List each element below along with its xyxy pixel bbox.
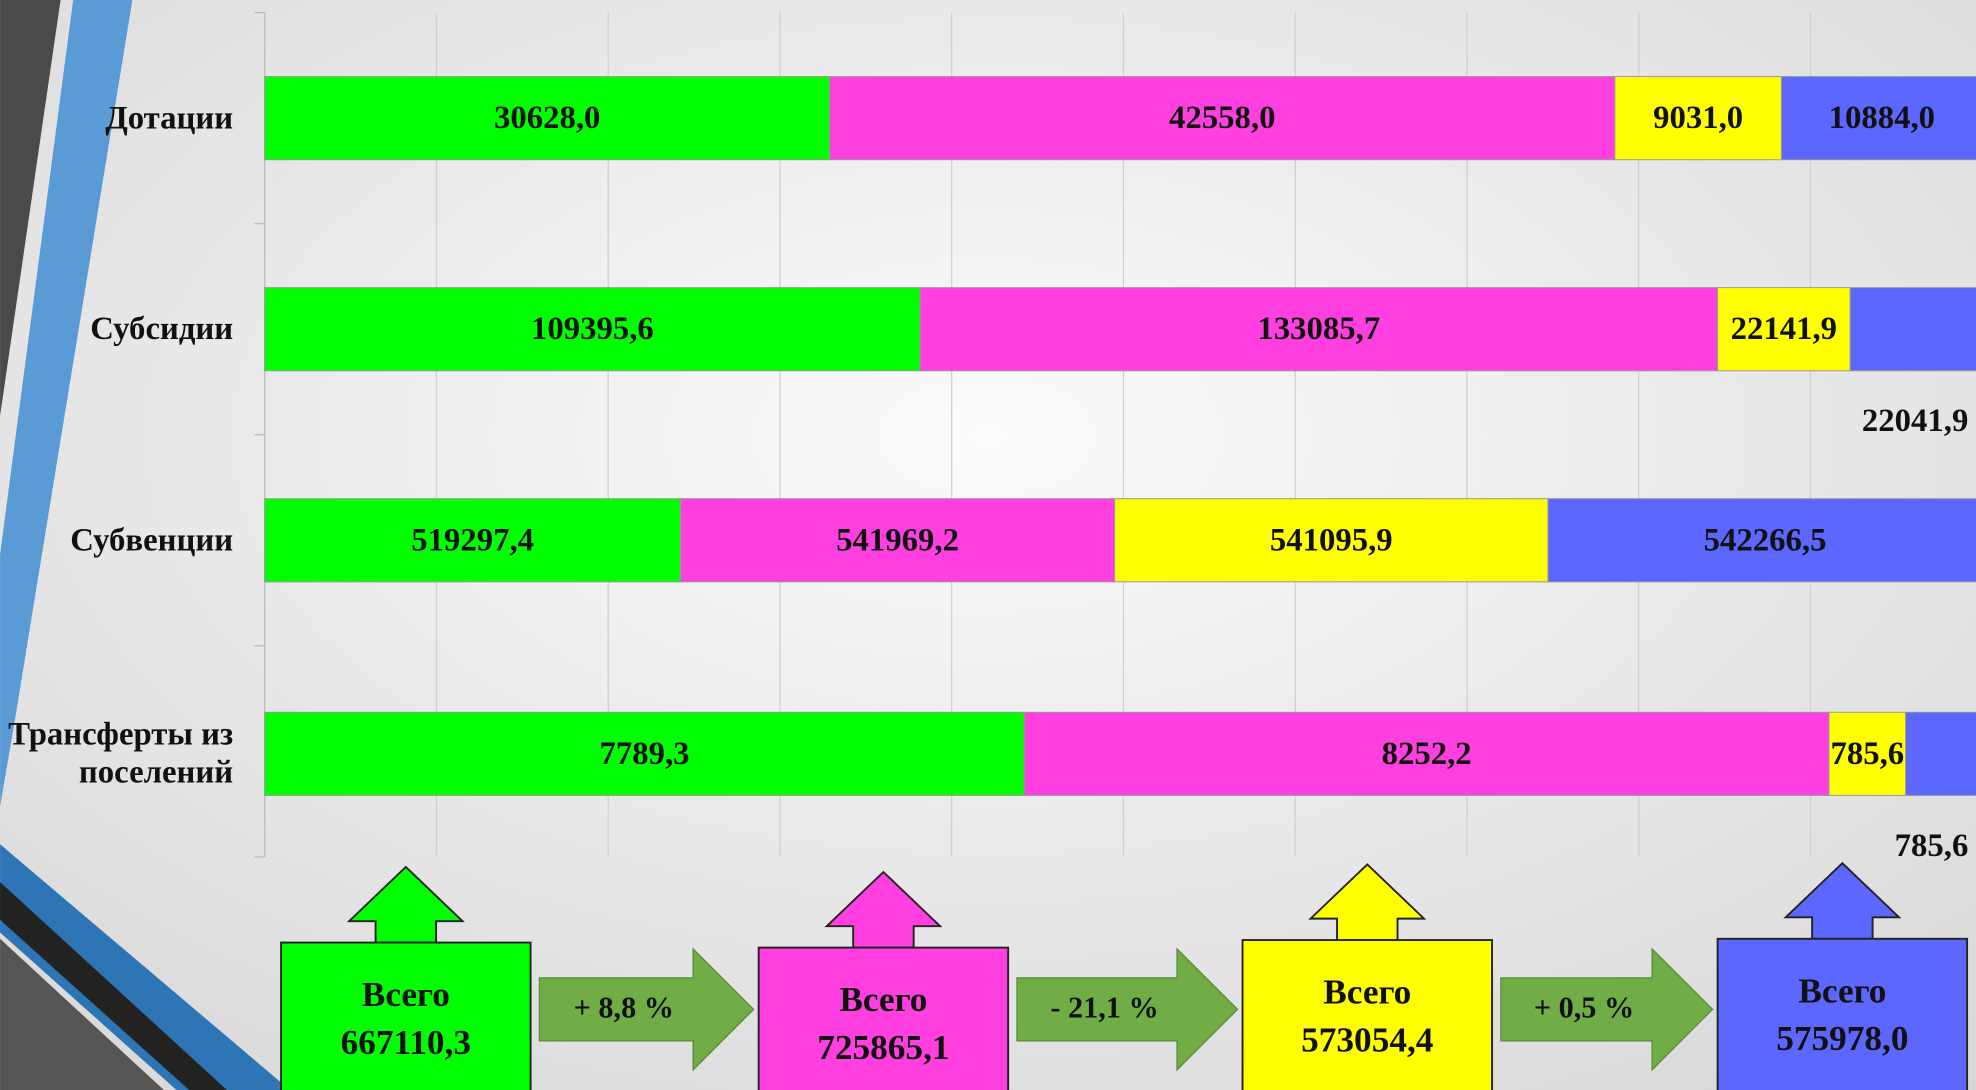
data-label: 22041,9 [1862, 403, 1968, 439]
change-label: - 21,1 % [1050, 991, 1158, 1025]
total-title: Всего [839, 980, 927, 1019]
category-label: Субвенции [70, 521, 234, 558]
change-arrow [1500, 947, 1714, 1072]
bar-segment [264, 711, 1025, 796]
data-label: 42558,0 [1169, 100, 1275, 136]
data-label: 541095,9 [1270, 522, 1393, 558]
total-value: 575978,0 [1776, 1019, 1908, 1058]
data-label: 541969,2 [836, 522, 959, 558]
bar-segment [1547, 498, 1976, 583]
category-label: Трансферты из поселений [8, 716, 234, 791]
data-label: 542266,5 [1704, 522, 1827, 558]
decor-dark [0, 0, 61, 416]
data-label: 785,6 [1830, 736, 1904, 772]
bar-segment [264, 76, 831, 161]
bar-segment [829, 76, 1616, 161]
total-value: 725865,1 [817, 1028, 949, 1067]
data-label: 7789,3 [599, 736, 689, 772]
total-title: Всего [1798, 971, 1886, 1010]
total-box [1241, 939, 1493, 1090]
data-label: 785,6 [1895, 828, 1969, 864]
data-label: 8252,2 [1382, 736, 1472, 772]
category-label-box: Субсидии [90, 310, 234, 347]
total-value: 667110,3 [341, 1023, 471, 1062]
total-value: 573054,4 [1301, 1020, 1433, 1059]
bar-segment [680, 498, 1116, 583]
bar-segment [1114, 498, 1549, 583]
bar-segment [919, 287, 1719, 372]
decor-blue [0, 0, 133, 807]
total-box [280, 941, 532, 1090]
total-box [757, 946, 1010, 1090]
data-label: 10884,0 [1829, 100, 1935, 136]
category-label-box: Трансферты из поселений [8, 716, 234, 791]
change-label: + 0,5 % [1534, 991, 1634, 1025]
change-arrow [538, 947, 755, 1072]
decor-dark-bottom [0, 882, 227, 1090]
bar-segment [1849, 287, 1976, 372]
change-arrow [1016, 947, 1239, 1072]
bar-segment [1905, 711, 1976, 796]
bar-segment [1717, 287, 1851, 372]
total-title: Всего [1323, 973, 1411, 1012]
total-box [1716, 937, 1969, 1090]
data-label: 133085,7 [1257, 311, 1380, 347]
data-label: 109395,6 [531, 311, 654, 347]
bar-segment [264, 498, 682, 583]
change-label: + 8,8 % [574, 991, 674, 1025]
data-label: 519297,4 [411, 522, 534, 558]
category-label-box: Субвенции [70, 521, 234, 558]
category-label: Субсидии [90, 310, 234, 347]
data-label: 30628,0 [494, 100, 600, 136]
category-label-box: Дотации [105, 99, 234, 136]
category-label: Дотации [105, 99, 234, 136]
bar-segment [1780, 76, 1976, 161]
bar-segment [1023, 711, 1830, 796]
total-title: Всего [362, 975, 450, 1014]
data-label: 22141,9 [1731, 311, 1837, 347]
data-label: 9031,0 [1653, 100, 1743, 136]
